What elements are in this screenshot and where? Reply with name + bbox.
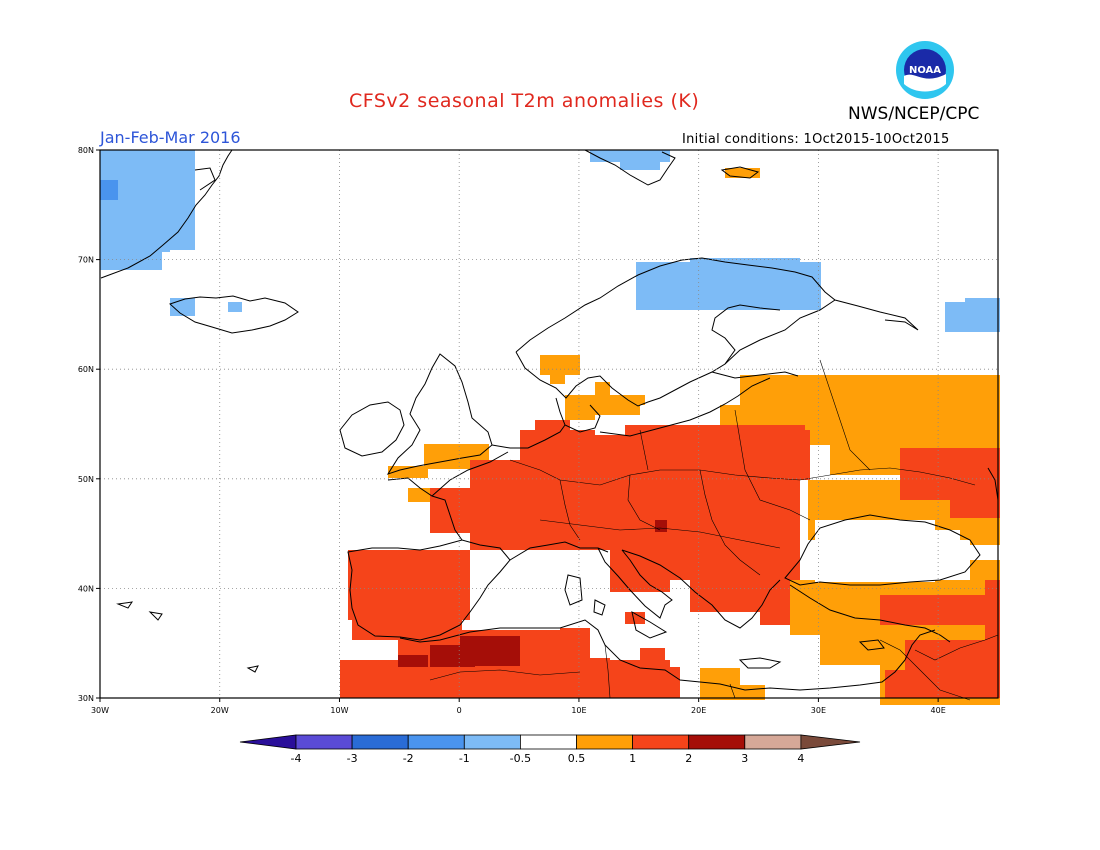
anomaly-cell <box>355 620 395 640</box>
lon-tick-label: 30E <box>811 706 826 715</box>
map-title: CFSv2 seasonal T2m anomalies (K) <box>349 90 700 112</box>
anomaly-cell <box>398 655 428 667</box>
lat-tick-label: 50N <box>78 475 94 484</box>
lon-tick-label: 40E <box>931 706 946 715</box>
anomaly-cell <box>760 600 780 610</box>
anomaly-cell <box>605 425 805 455</box>
lat-tick-label: 30N <box>78 694 94 703</box>
lat-tick-label: 80N <box>78 146 94 155</box>
colorbar-tick-label: -2 <box>403 752 414 765</box>
agency-label: NWS/NCEP/CPC <box>848 104 980 124</box>
anomaly-cell <box>170 298 195 316</box>
lat-tick-label: 70N <box>78 256 94 265</box>
lon-tick-label: 10W <box>330 706 348 715</box>
anomaly-cell <box>228 302 242 312</box>
season-label: Jan-Feb-Mar 2016 <box>100 128 241 147</box>
lat-tick-label: 60N <box>78 365 94 374</box>
anomaly-cell <box>965 298 1000 306</box>
colorbar-cell <box>520 734 577 750</box>
colorbar-tick-label: -4 <box>291 752 302 765</box>
anomaly-cell <box>160 240 175 250</box>
anomaly-cell <box>636 262 821 310</box>
sea-mask <box>590 618 620 658</box>
lon-tick-label: 30W <box>91 706 109 715</box>
colorbar-cell <box>295 734 353 750</box>
anomaly-cell <box>565 395 595 420</box>
lat-tick-label: 40N <box>78 584 94 593</box>
anomaly-cell <box>790 375 1000 445</box>
sea-mask <box>930 530 960 560</box>
anomaly-cell <box>690 258 800 266</box>
map-axes: 30W 20W 10W 0 10E 20E 30E 40E 30N 40N 50N 60N 70N 80N <box>78 146 946 715</box>
colorbar-tick-label: 4 <box>797 752 804 765</box>
colorbar-cell <box>744 734 802 750</box>
anomaly-cell <box>430 488 550 533</box>
colorbar-tick-label: 0.5 <box>568 752 586 765</box>
anomaly-cell <box>388 466 428 478</box>
noaa-logo-text: NOAA <box>909 65 941 76</box>
colorbar-tick-label: 3 <box>741 752 748 765</box>
lon-tick-label: 0 <box>457 706 462 715</box>
colorbar-tick-label: -0.5 <box>510 752 531 765</box>
colorbar-tick-label: -1 <box>459 752 470 765</box>
sea-mask <box>680 395 720 415</box>
lon-tick-label: 20E <box>691 706 706 715</box>
anomaly-cell <box>100 250 162 270</box>
colorbar-arrow-low <box>239 734 297 750</box>
anomaly-cell <box>610 395 645 415</box>
graticule <box>100 150 998 698</box>
lon-tick-label: 20W <box>211 706 229 715</box>
sea-mask <box>700 640 740 668</box>
colorbar-cell <box>351 734 409 750</box>
anomaly-cell <box>985 580 1000 645</box>
colorbar-cell <box>407 734 465 750</box>
anomaly-cell <box>610 572 670 592</box>
colorbar-cells <box>239 734 861 750</box>
anomaly-cell <box>550 372 565 384</box>
anomaly-cells <box>100 150 1000 705</box>
anomaly-cell <box>880 595 1000 625</box>
noaa-logo: NOAA <box>896 41 954 99</box>
colorbar-cell <box>632 734 690 750</box>
anomaly-cell <box>625 612 645 624</box>
anomaly-cell <box>460 636 520 666</box>
anomaly-cell <box>620 162 660 170</box>
anomaly-cell <box>590 150 670 162</box>
initial-conditions-label: Initial conditions: 1Oct2015-10Oct2015 <box>682 132 950 147</box>
lon-tick-label: 10E <box>571 706 586 715</box>
coastlines <box>100 149 999 701</box>
colorbar-tick-label: -3 <box>347 752 358 765</box>
colorbar-arrow-high <box>800 734 861 750</box>
sea-mask <box>595 415 625 435</box>
anomaly-cell <box>535 420 570 440</box>
anomaly-cell <box>945 302 1000 332</box>
sea-mask <box>740 625 790 685</box>
colorbar-cell <box>463 734 521 750</box>
colorbar-cell <box>576 734 633 750</box>
map-frame <box>99 149 999 699</box>
colorbar-tick-label: 2 <box>685 752 692 765</box>
sea-mask <box>600 575 610 615</box>
anomaly-cell <box>725 168 760 178</box>
colorbar-labels: -4 -3 -2 -1 -0.5 0.5 1 2 3 4 <box>291 752 805 765</box>
anomaly-cell <box>100 180 118 200</box>
colorbar-tick-label: 1 <box>629 752 636 765</box>
anomaly-cell <box>950 478 1000 518</box>
anomaly-cell <box>595 382 610 422</box>
colorbar-cell <box>688 734 746 750</box>
anomaly-cell <box>100 240 170 252</box>
anomaly-cell <box>640 648 665 666</box>
anomaly-cell <box>540 355 580 375</box>
